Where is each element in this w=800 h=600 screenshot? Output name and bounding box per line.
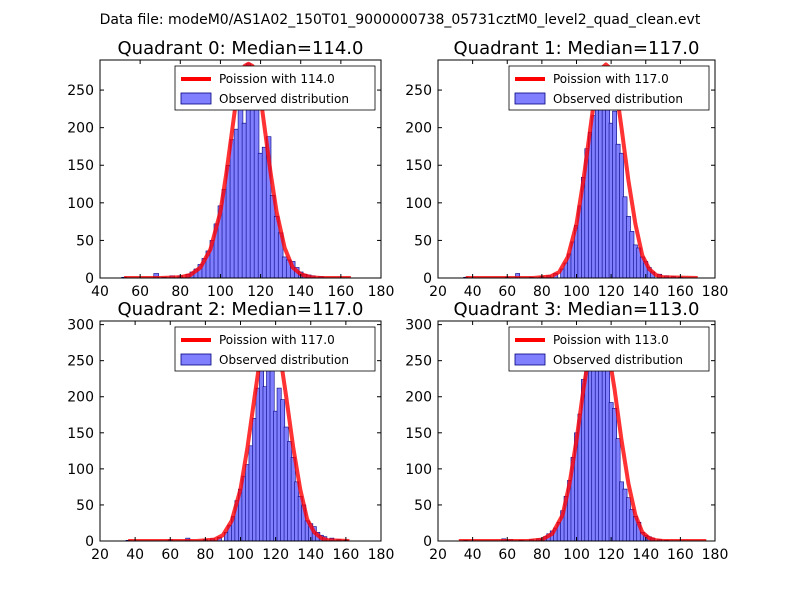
y-tick-label: 100	[67, 196, 94, 212]
x-tick-label: 120	[598, 284, 625, 300]
quadrant-1-panel: 20 40 60 80 100 120 140 160 180 0 50 100 150 200 250 Qu…	[405, 38, 728, 300]
x-tick-label: 120	[262, 547, 289, 563]
x-tick-label: 140	[287, 284, 314, 300]
x-tick-label: 60	[131, 284, 149, 300]
y-tick-label: 50	[414, 498, 432, 514]
x-tick-label: 80	[196, 547, 214, 563]
y-tick-label: 100	[67, 462, 94, 478]
y-tick-label: 50	[76, 233, 94, 249]
y-tick-label: 150	[67, 158, 94, 174]
panel-title: Quadrant 3: Median=113.0	[454, 299, 700, 320]
x-tick-label: 100	[207, 284, 234, 300]
x-tick-label: 40	[91, 284, 109, 300]
x-tick-label: 160	[333, 547, 360, 563]
legend-entry-curve: Poission with 117.0	[219, 333, 335, 347]
quadrant-0-panel: 40 60 80 100 120 140 160 180 0 50 100 150 200 250 Quad…	[67, 38, 394, 300]
legend-bar-swatch	[180, 92, 212, 105]
x-tick-label: 60	[161, 547, 179, 563]
y-tick-label: 0	[85, 534, 94, 550]
x-tick-label: 120	[247, 284, 274, 300]
y-tick-label: 250	[67, 354, 94, 370]
y-tick-label: 200	[67, 121, 94, 137]
legend-box	[508, 326, 710, 372]
x-tick-label: 40	[464, 284, 482, 300]
x-tick-label: 40	[126, 547, 144, 563]
quadrant-2-panel: 20 40 60 80 100 120 140 160 180 0 50 100 150 200 250 30…	[67, 299, 394, 563]
x-tick-label: 100	[227, 547, 254, 563]
x-tick-label: 80	[171, 284, 189, 300]
axes-frame	[99, 59, 382, 279]
y-tick-label: 150	[67, 426, 94, 442]
x-tick-label: 160	[667, 547, 694, 563]
x-tick-label: 180	[368, 547, 395, 563]
panel-title: Quadrant 2: Median=117.0	[118, 299, 364, 320]
y-tick-label: 200	[405, 121, 432, 137]
legend-entry-bars: Observed distribution	[219, 353, 349, 367]
y-tick-label: 0	[85, 271, 94, 287]
x-tick-label: 180	[702, 547, 729, 563]
legend-entry-curve: Poission with 113.0	[553, 333, 669, 347]
x-tick-label: 120	[598, 547, 625, 563]
y-tick-label: 250	[405, 83, 432, 99]
legend: Poission with 114.0 Observed distribution	[174, 65, 376, 111]
x-tick-label: 160	[327, 284, 354, 300]
legend: Poission with 117.0 Observed distribution	[508, 65, 710, 111]
panel-title: Quadrant 1: Median=117.0	[454, 38, 700, 59]
x-tick-label: 160	[667, 284, 694, 300]
legend: Poission with 117.0 Observed distribution	[174, 326, 376, 372]
x-tick-label: 140	[632, 547, 659, 563]
poisson-curve	[124, 61, 351, 278]
legend-bar-swatch	[514, 353, 546, 366]
x-tick-label: 100	[563, 547, 590, 563]
legend-box	[174, 65, 376, 111]
x-tick-label: 40	[464, 547, 482, 563]
legend-entry-bars: Observed distribution	[219, 92, 349, 106]
legend: Poission with 113.0 Observed distribution	[508, 326, 710, 372]
x-tick-label: 180	[702, 284, 729, 300]
x-tick-label: 20	[91, 547, 109, 563]
y-tick-label: 200	[405, 390, 432, 406]
legend-entry-curve: Poission with 117.0	[553, 72, 669, 86]
legend-entry-bars: Observed distribution	[553, 353, 683, 367]
y-tick-label: 0	[423, 534, 432, 550]
y-tick-label: 300	[405, 318, 432, 334]
y-tick-label: 100	[405, 196, 432, 212]
y-tick-label: 250	[405, 354, 432, 370]
legend-bar-swatch	[180, 353, 212, 366]
panel-title: Quadrant 0: Median=114.0	[118, 38, 364, 59]
y-tick-label: 150	[405, 158, 432, 174]
y-tick-label: 200	[67, 390, 94, 406]
legend-entry-bars: Observed distribution	[553, 92, 683, 106]
y-tick-label: 300	[67, 318, 94, 334]
x-tick-label: 80	[533, 547, 551, 563]
y-tick-label: 50	[414, 233, 432, 249]
legend-bar-swatch	[514, 92, 546, 105]
x-tick-label: 180	[368, 284, 395, 300]
y-tick-label: 250	[67, 83, 94, 99]
x-tick-label: 20	[429, 284, 447, 300]
legend-entry-curve: Poission with 114.0	[219, 72, 335, 86]
y-tick-label: 150	[405, 426, 432, 442]
y-tick-label: 0	[423, 271, 432, 287]
y-tick-label: 100	[405, 462, 432, 478]
x-tick-label: 20	[429, 547, 447, 563]
x-tick-label: 140	[632, 284, 659, 300]
x-tick-label: 60	[498, 547, 516, 563]
x-tick-label: 140	[297, 547, 324, 563]
x-tick-label: 80	[533, 284, 551, 300]
quadrant-3-panel: 20 40 60 80 100 120 140 160 180 0 50 100 150 200 250 30…	[405, 299, 728, 563]
x-tick-label: 100	[563, 284, 590, 300]
x-tick-label: 60	[498, 284, 516, 300]
y-tick-label: 50	[76, 498, 94, 514]
figure-title: Data file: modeM0/AS1A02_150T01_90000007…	[100, 12, 701, 28]
